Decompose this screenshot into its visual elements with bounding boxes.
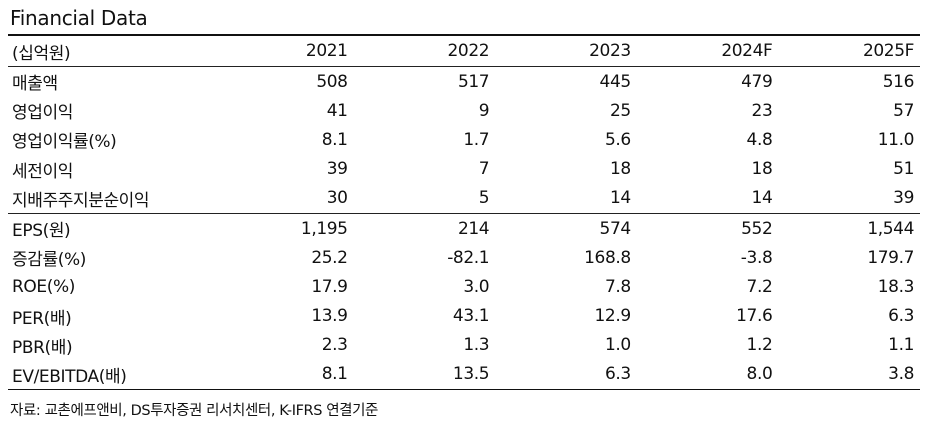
cell-value: 14: [751, 188, 773, 209]
table-row: PER(배) 13.9 43.1 12.9 17.6 6.3: [8, 302, 920, 331]
row-label: 영업이익률(%): [12, 132, 117, 153]
cell-value: 7.8: [604, 276, 631, 297]
cell-value: 9: [478, 100, 490, 121]
cell-value: 41: [326, 100, 348, 121]
table-row: PBR(배) 2.3 1.3 1.0 1.2 1.1: [8, 331, 920, 360]
row-label: PER(배): [12, 308, 72, 329]
cell-value: 23: [751, 100, 773, 121]
year-header: 2022: [447, 41, 490, 61]
table-row: 매출액 508 517 445 479 516: [8, 67, 920, 97]
row-label: EV/EBITDA(배): [12, 366, 127, 387]
cell-value: 39: [326, 159, 348, 180]
source-note: 자료: 교촌에프앤비, DS투자증권 리서치센터, K-IFRS 연결기준: [10, 403, 378, 419]
cell-value: 517: [457, 71, 490, 92]
cell-value: 3.0: [463, 276, 490, 297]
cell-value: 25: [609, 100, 631, 121]
cell-value: 1.0: [604, 335, 631, 356]
financial-data-table: (십억원) 2021 2022 2023 2024F 2025F 매출액 508…: [8, 34, 920, 390]
cell-value: 479: [741, 71, 773, 92]
table-row: EV/EBITDA(배) 8.1 13.5 6.3 8.0 3.8: [8, 360, 920, 390]
cell-value: 5.6: [604, 129, 631, 150]
cell-value: 6.3: [888, 306, 914, 327]
cell-value: -3.8: [740, 247, 773, 268]
cell-value: 1.1: [888, 335, 914, 356]
cell-value: 214: [457, 218, 490, 239]
cell-value: 43.1: [452, 306, 490, 327]
row-label: 지배주주지분순이익: [12, 190, 150, 211]
row-label: 증감률(%): [12, 250, 86, 271]
cell-value: 552: [741, 218, 773, 239]
table-row: 영업이익 41 9 25 23 57: [8, 96, 920, 125]
cell-value: 13.5: [452, 364, 490, 385]
cell-value: 12.9: [594, 306, 632, 327]
cell-value: 25.2: [311, 247, 348, 268]
header-row: (십억원) 2021 2022 2023 2024F 2025F: [8, 35, 920, 67]
cell-value: 30: [326, 188, 348, 209]
cell-value: 17.6: [736, 306, 773, 327]
cell-value: 445: [599, 71, 632, 92]
cell-value: 18: [751, 159, 773, 180]
cell-value: 7: [478, 159, 490, 180]
cell-value: 1,195: [300, 218, 348, 239]
table-title: Financial Data: [10, 6, 148, 30]
cell-value: 17.9: [311, 276, 348, 297]
cell-value: 13.9: [311, 306, 348, 327]
cell-value: 574: [599, 218, 632, 239]
table-row: ROE(%) 17.9 3.0 7.8 7.2 18.3: [8, 272, 920, 301]
cell-value: 18.3: [877, 276, 915, 297]
table-row: EPS(원) 1,195 214 574 552 1,544: [8, 213, 920, 243]
cell-value: 1.7: [463, 129, 490, 150]
cell-value: 8.1: [321, 364, 348, 385]
row-label: EPS(원): [12, 221, 71, 242]
year-header: 2025F: [862, 41, 914, 61]
cell-value: 5: [478, 188, 490, 209]
cell-value: 179.7: [867, 247, 914, 268]
row-label: 영업이익: [12, 103, 73, 124]
cell-value: 1,544: [867, 218, 914, 239]
cell-value: -82.1: [447, 247, 490, 268]
row-label: 매출액: [12, 74, 58, 95]
cell-value: 51: [893, 159, 914, 180]
cell-value: 14: [609, 188, 631, 209]
cell-value: 6.3: [604, 364, 631, 385]
cell-value: 18: [609, 159, 631, 180]
table-row: 영업이익률(%) 8.1 1.7 5.6 4.8 11.0: [8, 125, 920, 154]
year-header: 2023: [589, 41, 631, 61]
unit-header: (십억원): [12, 43, 71, 64]
cell-value: 1.3: [463, 335, 490, 356]
row-label: ROE(%): [12, 276, 75, 297]
row-label: 세전이익: [12, 161, 73, 182]
cell-value: 11.0: [877, 129, 915, 150]
cell-value: 8.0: [746, 364, 773, 385]
cell-value: 8.1: [321, 129, 348, 150]
year-header: 2024F: [721, 41, 773, 61]
cell-value: 516: [882, 71, 915, 92]
table-row: 증감률(%) 25.2 -82.1 168.8 -3.8 179.7: [8, 243, 920, 272]
cell-value: 4.8: [746, 129, 773, 150]
table-row: 지배주주지분순이익 30 5 14 14 39: [8, 184, 920, 214]
cell-value: 7.2: [746, 276, 773, 297]
year-header: 2021: [305, 41, 348, 61]
cell-value: 39: [893, 188, 914, 209]
row-label: PBR(배): [12, 337, 73, 358]
cell-value: 168.8: [584, 247, 631, 268]
cell-value: 508: [316, 71, 348, 92]
table-row: 세전이익 39 7 18 18 51: [8, 155, 920, 184]
cell-value: 2.3: [321, 335, 348, 356]
cell-value: 57: [893, 100, 914, 121]
cell-value: 1.2: [746, 335, 773, 356]
cell-value: 3.8: [888, 364, 914, 385]
